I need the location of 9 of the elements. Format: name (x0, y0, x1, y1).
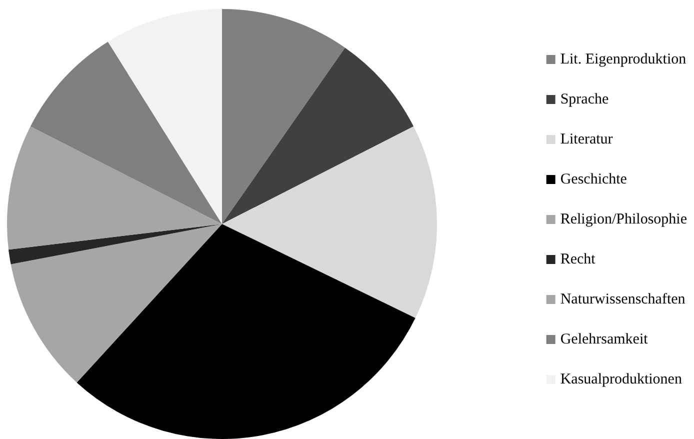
legend-label: Recht (560, 252, 596, 268)
legend-label: Naturwissenschaften (560, 292, 686, 308)
legend-label: Sprache (560, 92, 609, 108)
legend-label: Literatur (560, 132, 613, 148)
legend-label: Geschichte (560, 172, 628, 188)
legend-label: Religion/Philosophie (560, 212, 688, 228)
legend-label: Gelehrsamkeit (560, 332, 649, 348)
legend-label: Kasualproduktionen (560, 372, 682, 388)
legend-label: Lit. Eigenproduktion (560, 52, 687, 68)
